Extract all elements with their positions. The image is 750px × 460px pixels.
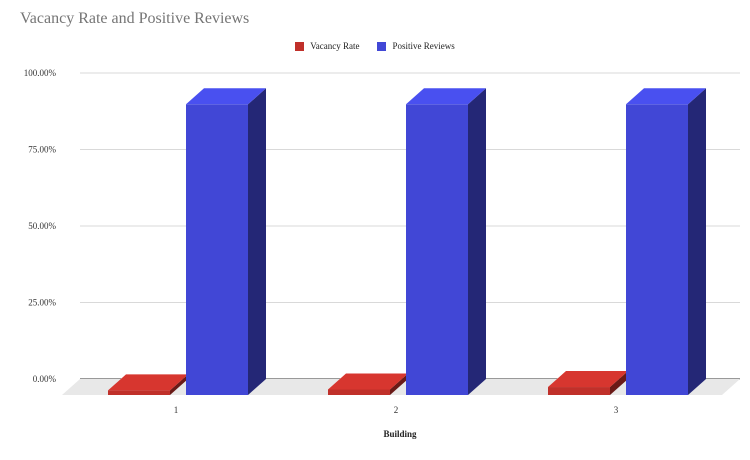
legend-item-vacancy-rate[interactable]: Vacancy Rate	[295, 41, 359, 51]
bar-side-face	[688, 88, 706, 396]
legend: Vacancy Rate Positive Reviews	[0, 41, 750, 51]
x-tick-label: 3	[614, 405, 619, 415]
x-axis-title: Building	[383, 429, 417, 439]
legend-swatch-positive-reviews	[377, 41, 387, 51]
bar-top-face	[328, 373, 408, 390]
bar-positive-reviews-3[interactable]	[626, 88, 706, 396]
chart-title: Vacancy Rate and Positive Reviews	[20, 10, 250, 27]
bar-positive-reviews-2[interactable]	[406, 88, 486, 396]
bar-vacancy-rate-2[interactable]	[328, 373, 408, 395]
bar-top-face	[548, 371, 628, 388]
bar-front-face	[626, 104, 688, 396]
bar-vacancy-rate-1[interactable]	[108, 374, 188, 395]
bar-front-face	[108, 390, 170, 395]
bar-top-face	[406, 88, 486, 105]
x-tick-label: 1	[174, 405, 179, 415]
bars-layer	[108, 88, 706, 396]
y-tick-label: 50.00%	[28, 221, 56, 231]
legend-label-vacancy-rate: Vacancy Rate	[310, 41, 360, 51]
bar-front-face	[328, 389, 390, 395]
legend-label-positive-reviews: Positive Reviews	[392, 41, 455, 51]
y-tick-label: 0.00%	[33, 374, 57, 384]
bar-top-face	[626, 88, 706, 105]
labels-layer: 0.00% 25.00% 50.00% 75.00% 100.00% 1 2 3	[24, 68, 619, 415]
y-tick-label: 100.00%	[24, 68, 57, 78]
bar-side-face	[390, 373, 408, 395]
y-tick-label: 75.00%	[28, 145, 56, 155]
bar-front-face	[406, 104, 468, 396]
y-tick-label: 25.00%	[28, 298, 56, 308]
bar-front-face	[548, 387, 610, 395]
bar-top-face	[186, 88, 266, 105]
bar-side-face	[468, 88, 486, 396]
bar-side-face	[170, 374, 188, 395]
bar-positive-reviews-1[interactable]	[186, 88, 266, 396]
bar-front-face	[186, 104, 248, 396]
legend-item-positive-reviews[interactable]: Positive Reviews	[377, 41, 455, 51]
bar-top-face	[108, 374, 188, 391]
legend-swatch-vacancy-rate	[295, 41, 305, 51]
x-tick-label: 2	[394, 405, 399, 415]
bar-vacancy-rate-3[interactable]	[548, 371, 628, 395]
bar-side-face	[248, 88, 266, 396]
bar-side-face	[610, 371, 628, 395]
